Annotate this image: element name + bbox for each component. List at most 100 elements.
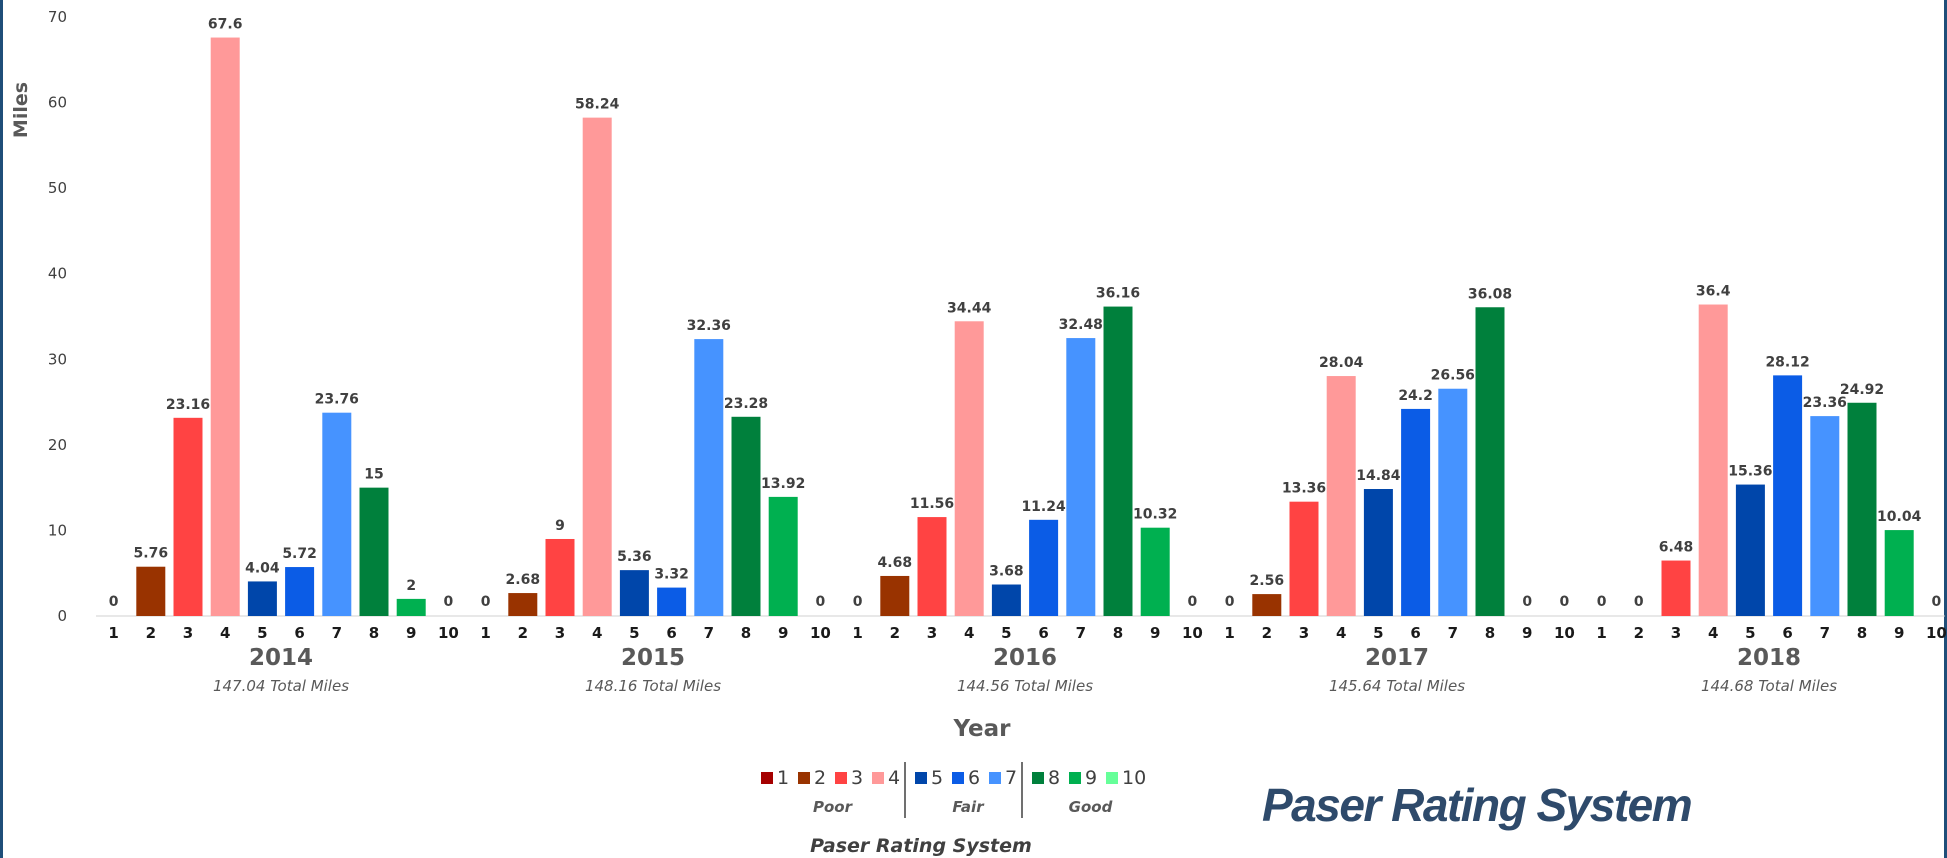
y-axis-title: Miles [10,82,32,138]
bar-2016-rating-9 [1140,527,1170,616]
x-tick-label: 10 [1554,624,1575,642]
year-label: 2015 [621,645,685,671]
bar-2015-rating-2 [508,593,538,616]
year-total-label: 145.64 Total Miles [1329,677,1465,695]
data-label: 0 [1225,594,1235,610]
bar-2016-rating-3 [917,517,947,616]
x-tick-label: 1 [852,624,862,642]
x-axis-title: Year [952,716,1011,742]
data-label: 0 [1522,594,1532,610]
bar-2017-rating-8 [1475,307,1505,616]
y-tick-label: 50 [48,179,67,197]
data-label: 23.36 [1803,395,1847,411]
year-total-label: 144.56 Total Miles [957,677,1093,695]
data-label: 36.4 [1696,284,1731,300]
x-tick-label: 8 [369,624,379,642]
bar-2014-rating-7 [322,412,352,616]
data-label: 32.36 [687,318,731,334]
x-tick-label: 4 [964,624,974,642]
bar-2015-rating-7 [694,339,724,616]
x-tick-label: 9 [406,624,416,642]
data-label: 9 [555,518,565,534]
data-label: 2 [406,578,416,594]
year-label: 2018 [1737,645,1801,671]
x-tick-label: 7 [1448,624,1458,642]
x-tick-label: 5 [1373,624,1383,642]
x-tick-label: 10 [1926,624,1947,642]
data-label: 13.36 [1282,481,1326,497]
x-tick-label: 4 [220,624,230,642]
right-frame-border [1944,0,1947,858]
legend-swatch [835,772,847,784]
bar-2015-rating-9 [768,496,798,616]
x-tick-label: 5 [1745,624,1755,642]
x-tick-label: 3 [1299,624,1309,642]
data-label: 5.36 [617,549,652,565]
bar-2018-rating-8 [1847,402,1877,616]
data-label: 11.24 [1021,499,1066,515]
data-label: 0 [481,594,491,610]
data-label: 58.24 [575,97,620,113]
bar-2018-rating-6 [1773,375,1803,616]
x-tick-label: 3 [1671,624,1681,642]
x-tick-label: 2 [890,624,900,642]
x-tick-label: 6 [666,624,676,642]
y-tick-label: 20 [48,436,67,454]
bar-2014-rating-9 [396,598,426,616]
bar-2014-rating-6 [285,567,315,616]
data-label: 67.6 [208,17,243,33]
y-tick-label: 10 [48,521,67,539]
data-label: 4.04 [245,560,280,576]
x-tick-label: 8 [1857,624,1867,642]
x-tick-label: 8 [1485,624,1495,642]
legend-item-label: 3 [851,767,863,789]
legend-group-label: Poor [813,798,854,816]
bar-2016-rating-7 [1066,338,1096,616]
bar-2017-rating-6 [1401,408,1431,616]
bar-2015-rating-5 [619,570,649,616]
x-tick-label: 9 [1894,624,1904,642]
bar-2015-rating-8 [731,416,761,616]
legend-item-label: 9 [1085,767,1097,789]
bar-2014-rating-5 [247,581,277,616]
data-label: 28.12 [1765,354,1809,370]
x-tick-label: 2 [146,624,156,642]
x-tick-label: 5 [629,624,639,642]
x-tick-label: 3 [927,624,937,642]
data-label: 24.2 [1398,388,1433,404]
legend-item-label: 2 [814,767,826,789]
legend-swatch [1106,772,1118,784]
bar-2018-rating-4 [1698,304,1728,616]
legend-group-label: Fair [952,798,985,816]
left-frame-border [0,0,3,858]
x-tick-label: 8 [1113,624,1123,642]
data-label: 24.92 [1840,382,1884,398]
data-label: 0 [444,594,454,610]
legend-item-label: 10 [1122,767,1146,789]
x-tick-label: 1 [1596,624,1606,642]
x-tick-label: 3 [555,624,565,642]
data-label: 0 [853,594,863,610]
x-tick-label: 3 [183,624,193,642]
legend-swatch [952,772,964,784]
bar-2018-rating-9 [1884,530,1914,616]
x-tick-label: 10 [1182,624,1203,642]
legend-swatch [1032,772,1044,784]
data-label: 0 [1560,594,1570,610]
legend-item-label: 7 [1005,767,1017,789]
bar-2014-rating-4 [210,37,240,616]
bar-2018-rating-5 [1735,484,1765,616]
x-tick-label: 8 [741,624,751,642]
data-label: 10.32 [1133,507,1177,523]
x-tick-label: 7 [704,624,714,642]
x-tick-label: 6 [294,624,304,642]
legend-swatch [872,772,884,784]
bar-2015-rating-4 [582,117,612,617]
data-label: 5.72 [282,546,317,562]
data-label: 5.76 [134,546,169,562]
legend-item-label: 4 [888,767,900,789]
x-tick-label: 1 [1224,624,1234,642]
y-tick-label: 70 [48,8,67,26]
x-tick-label: 1 [480,624,490,642]
